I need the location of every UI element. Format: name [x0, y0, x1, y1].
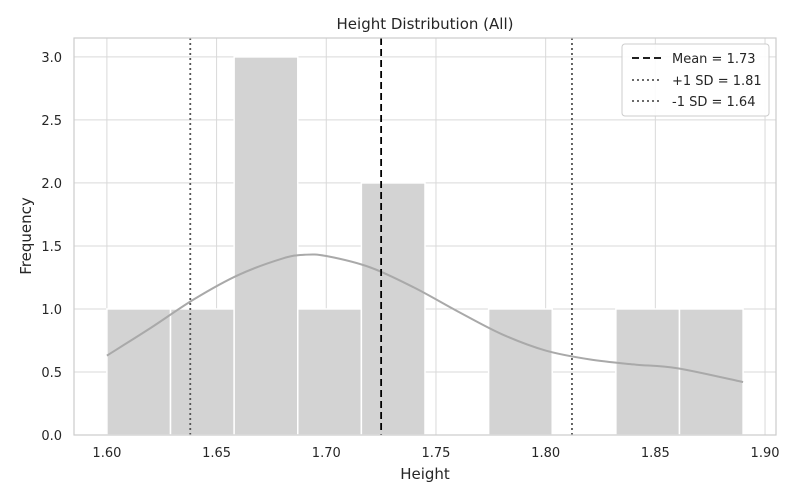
histogram-bar: [678, 308, 744, 436]
histogram-bar: [233, 56, 299, 436]
legend-mean-label: Mean = 1.73: [672, 52, 756, 67]
x-tick-label: 1.65: [202, 446, 231, 461]
y-tick-label: 3.0: [41, 51, 62, 66]
plot-frame: [73, 37, 777, 436]
histogram-bar: [487, 308, 553, 436]
y-axis-label: Frequency: [17, 197, 35, 275]
chart-title: Height Distribution (All): [337, 15, 514, 33]
y-tick-label: 2.5: [41, 114, 62, 129]
x-tick-label: 1.90: [751, 446, 780, 461]
histogram-bar: [615, 308, 681, 436]
y-tick-label: 1.5: [41, 240, 62, 255]
histogram-bar: [360, 182, 426, 436]
x-tick-label: 1.75: [421, 446, 450, 461]
y-tick-label: 0.5: [41, 366, 62, 381]
y-tick-label: 0.0: [41, 429, 62, 444]
kde-curve: [106, 253, 744, 384]
histogram-bar: [106, 308, 172, 436]
legend: Mean = 1.73 +1 SD = 1.81 -1 SD = 1.64: [621, 43, 770, 117]
histogram-bars: [106, 56, 744, 436]
reference-lines: [189, 38, 573, 435]
x-tick-label: 1.60: [92, 446, 121, 461]
legend-plus-sd-label: +1 SD = 1.81: [672, 74, 762, 89]
legend-minus-sd-label: -1 SD = 1.64: [672, 95, 755, 110]
x-axis-label: Height: [400, 465, 450, 483]
x-tick-label: 1.80: [531, 446, 560, 461]
y-tick-labels: 0.0 0.5 1.0 1.5 2.0 2.5 3.0: [41, 51, 62, 444]
legend-box: [621, 43, 770, 117]
y-tick-label: 1.0: [41, 303, 62, 318]
histogram-bar: [169, 308, 235, 436]
x-tick-labels: 1.60 1.65 1.70 1.75 1.80 1.85 1.90: [92, 446, 779, 461]
histogram-bar: [297, 308, 363, 436]
x-tick-label: 1.70: [312, 446, 341, 461]
x-tick-label: 1.85: [641, 446, 670, 461]
y-tick-label: 2.0: [41, 177, 62, 192]
